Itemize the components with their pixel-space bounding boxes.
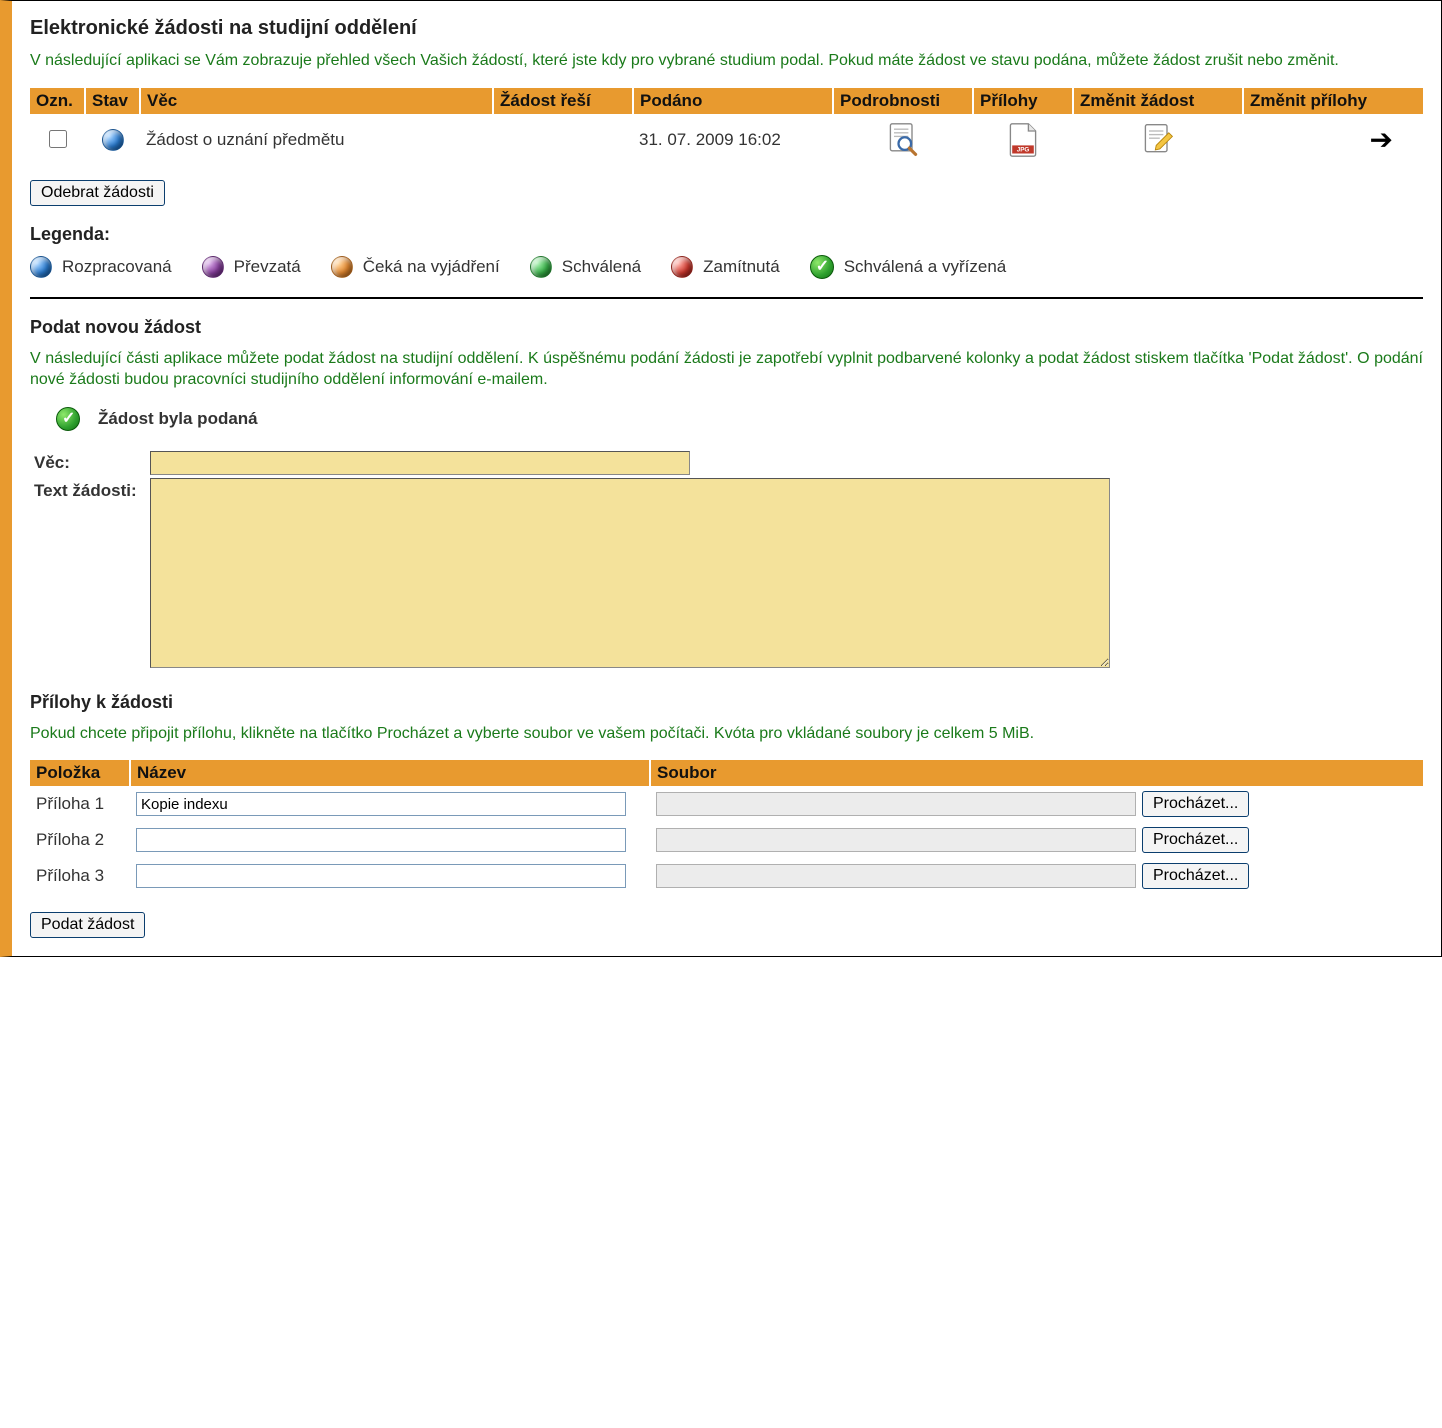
submit-request-button[interactable]: Podat žádost xyxy=(30,912,145,938)
attachment-label: Příloha 3 xyxy=(30,858,130,894)
success-check-icon xyxy=(56,407,80,431)
attachment-name-input[interactable] xyxy=(136,828,626,852)
legend-icon xyxy=(202,256,224,278)
col-prilohy: Přílohy xyxy=(973,88,1073,114)
attachment-row: Příloha 1 Procházet... xyxy=(30,786,1423,822)
page-title: Elektronické žádosti na studijní oddělen… xyxy=(30,17,1423,40)
attachments-table: Položka Název Soubor Příloha 1 Procházet… xyxy=(30,760,1423,894)
remove-requests-button[interactable]: Odebrat žádosti xyxy=(30,180,165,206)
col-vec: Věc xyxy=(140,88,493,114)
legend-check-icon xyxy=(810,255,834,279)
col-ozn: Ozn. xyxy=(30,88,85,114)
vec-input[interactable] xyxy=(150,451,690,475)
legend-item: Převzatá xyxy=(202,256,301,278)
col-zmenit: Změnit žádost xyxy=(1073,88,1243,114)
col-podrobnosti: Podrobnosti xyxy=(833,88,973,114)
legend-label: Schválená a vyřízená xyxy=(844,257,1007,277)
legend-item: Schválená a vyřízená xyxy=(810,255,1007,279)
attachment-jpg-icon[interactable]: JPG xyxy=(1006,129,1040,148)
legend-item: Čeká na vyjádření xyxy=(331,256,500,278)
row-checkbox[interactable] xyxy=(49,130,67,148)
success-message: Žádost byla podaná xyxy=(56,407,1423,431)
page-container: Elektronické žádosti na studijní oddělen… xyxy=(0,0,1442,957)
legend-label: Převzatá xyxy=(234,257,301,277)
attachments-title: Přílohy k žádosti xyxy=(30,692,1423,713)
attachment-file-display xyxy=(656,864,1136,888)
new-request-intro: V následující části aplikace můžete poda… xyxy=(30,348,1423,391)
requests-table: Ozn. Stav Věc Žádost řeší Podáno Podrobn… xyxy=(30,88,1423,166)
legend: Rozpracovaná Převzatá Čeká na vyjádření … xyxy=(30,255,1423,279)
attachment-name-input[interactable] xyxy=(136,792,626,816)
attachment-row: Příloha 2 Procházet... xyxy=(30,822,1423,858)
col-nazev: Název xyxy=(130,760,650,786)
attachments-intro: Pokud chcete připojit přílohu, klikněte … xyxy=(30,723,1423,745)
detail-icon[interactable] xyxy=(886,129,920,148)
legend-label: Zamítnutá xyxy=(703,257,780,277)
svg-text:JPG: JPG xyxy=(1017,146,1030,153)
browse-button[interactable]: Procházet... xyxy=(1142,863,1249,889)
row-resi xyxy=(493,114,633,166)
divider xyxy=(30,297,1423,299)
legend-item: Zamítnutá xyxy=(671,256,780,278)
attachment-file-display xyxy=(656,792,1136,816)
legend-icon xyxy=(530,256,552,278)
browse-button[interactable]: Procházet... xyxy=(1142,827,1249,853)
label-text: Text žádosti: xyxy=(30,477,149,674)
legend-item: Schválená xyxy=(530,256,641,278)
col-podano: Podáno xyxy=(633,88,833,114)
label-vec: Věc: xyxy=(30,449,149,477)
row-vec: Žádost o uznání předmětu xyxy=(140,114,493,166)
edit-icon[interactable] xyxy=(1141,129,1175,148)
legend-icon xyxy=(671,256,693,278)
col-stav: Stav xyxy=(85,88,140,114)
legend-label: Rozpracovaná xyxy=(62,257,172,277)
col-zmenit-prilohy: Změnit přílohy xyxy=(1243,88,1423,114)
legend-icon xyxy=(30,256,52,278)
attachment-file-display xyxy=(656,828,1136,852)
row-podano: 31. 07. 2009 16:02 xyxy=(633,114,833,166)
browse-button[interactable]: Procházet... xyxy=(1142,791,1249,817)
legend-icon xyxy=(331,256,353,278)
table-row: Žádost o uznání předmětu 31. 07. 2009 16… xyxy=(30,114,1423,166)
attachment-name-input[interactable] xyxy=(136,864,626,888)
col-soubor: Soubor xyxy=(650,760,1423,786)
col-polozka: Položka xyxy=(30,760,130,786)
attachment-label: Příloha 2 xyxy=(30,822,130,858)
intro-text: V následující aplikaci se Vám zobrazuje … xyxy=(30,50,1423,72)
legend-label: Schválená xyxy=(562,257,641,277)
legend-title: Legenda: xyxy=(30,224,1423,245)
arrow-right-icon[interactable]: ➔ xyxy=(1370,126,1393,154)
status-icon xyxy=(102,129,124,151)
new-request-title: Podat novou žádost xyxy=(30,317,1423,338)
success-text: Žádost byla podaná xyxy=(98,409,258,429)
attachment-row: Příloha 3 Procházet... xyxy=(30,858,1423,894)
legend-label: Čeká na vyjádření xyxy=(363,257,500,277)
legend-item: Rozpracovaná xyxy=(30,256,172,278)
attachment-label: Příloha 1 xyxy=(30,786,130,822)
text-zadosti-textarea[interactable] xyxy=(150,478,1110,668)
request-form: Věc: Text žádosti: xyxy=(30,449,1111,674)
col-resi: Žádost řeší xyxy=(493,88,633,114)
